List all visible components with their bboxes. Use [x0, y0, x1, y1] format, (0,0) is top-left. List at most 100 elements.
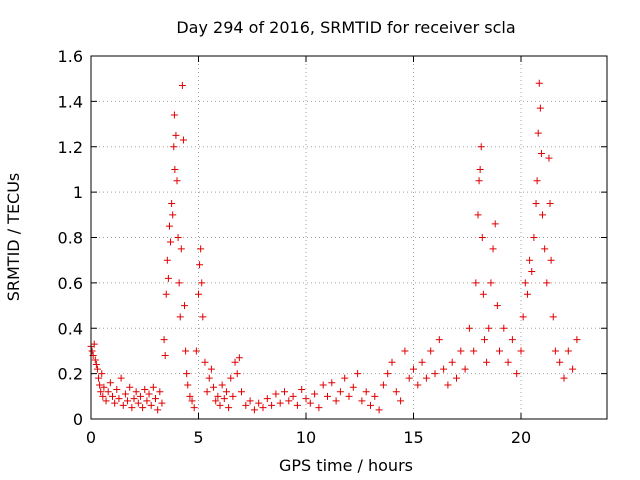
- x-tick-label: 15: [403, 428, 423, 447]
- data-point: [167, 238, 175, 246]
- label-layer: 0 0.2 0.4 0.6 0.8 1 1.2 1.4 1.6 0 5 10 15 20: [58, 47, 532, 447]
- data-point: [298, 386, 306, 394]
- points-layer: [87, 79, 581, 414]
- data-point: [440, 365, 448, 373]
- data-point: [535, 79, 543, 87]
- tick-layer: [90, 55, 607, 420]
- data-point: [496, 347, 503, 355]
- data-point: [170, 111, 178, 119]
- data-point: [147, 401, 155, 409]
- data-point: [315, 404, 323, 412]
- data-point: [93, 365, 101, 373]
- data-point: [479, 290, 487, 298]
- y-tick-label: 1.2: [58, 138, 83, 157]
- data-point: [158, 399, 166, 407]
- data-point: [401, 347, 409, 355]
- data-point: [272, 390, 280, 398]
- data-point: [175, 279, 183, 287]
- data-point: [141, 386, 149, 394]
- data-point: [139, 404, 147, 412]
- data-point: [546, 199, 554, 207]
- data-point: [504, 358, 512, 366]
- data-point: [358, 397, 366, 405]
- data-point: [220, 395, 228, 403]
- data-point: [229, 392, 237, 400]
- y-tick-label: 0.8: [58, 229, 83, 248]
- data-point: [332, 397, 340, 405]
- data-point: [100, 383, 108, 391]
- data-point: [199, 313, 207, 321]
- data-point: [530, 234, 538, 241]
- data-point: [195, 290, 202, 298]
- data-point: [205, 374, 213, 382]
- data-point: [119, 401, 127, 409]
- data-point: [470, 347, 478, 355]
- data-point: [533, 177, 541, 185]
- data-point: [149, 383, 157, 391]
- data-point: [517, 347, 525, 355]
- data-point: [235, 354, 243, 362]
- data-point: [124, 397, 132, 405]
- data-point: [392, 388, 400, 396]
- data-point: [88, 347, 96, 355]
- data-point: [92, 361, 100, 369]
- data-point: [130, 395, 138, 403]
- data-point: [319, 381, 327, 389]
- data-point: [281, 388, 288, 396]
- data-point: [196, 261, 204, 269]
- data-point: [106, 379, 114, 387]
- data-point: [289, 392, 297, 400]
- data-point: [537, 150, 545, 158]
- data-point: [186, 392, 194, 400]
- data-point: [184, 381, 192, 389]
- data-point: [410, 365, 417, 373]
- data-point: [134, 399, 142, 407]
- data-point: [302, 395, 310, 403]
- data-point: [164, 274, 172, 282]
- data-point: [263, 395, 271, 403]
- data-point: [169, 211, 177, 219]
- data-point: [126, 383, 134, 391]
- data-point: [491, 220, 499, 228]
- data-point: [268, 401, 276, 409]
- data-point: [493, 302, 501, 310]
- data-point: [160, 336, 168, 344]
- data-point: [128, 404, 136, 412]
- data-point: [336, 388, 344, 396]
- grid-layer: [91, 56, 607, 419]
- data-point: [117, 374, 125, 382]
- chart-title: Day 294 of 2016, SRMTID for receiver scl…: [176, 18, 515, 37]
- data-point: [197, 245, 205, 253]
- data-point: [551, 347, 559, 355]
- data-point: [143, 397, 151, 405]
- data-point: [521, 279, 529, 287]
- data-point: [285, 397, 293, 405]
- data-point: [95, 374, 103, 382]
- data-point: [448, 358, 456, 366]
- data-point: [536, 104, 544, 112]
- data-point: [487, 279, 495, 287]
- data-point: [203, 388, 211, 396]
- y-axis-title: SRMTID / TECUs: [4, 173, 23, 302]
- data-point: [371, 392, 379, 400]
- data-point: [177, 245, 185, 253]
- data-point: [556, 358, 564, 366]
- data-point: [99, 392, 107, 400]
- data-point: [405, 374, 413, 382]
- data-point: [102, 397, 110, 405]
- data-point: [461, 365, 469, 373]
- data-point: [242, 401, 250, 409]
- x-tick-label: 0: [86, 428, 96, 447]
- data-point: [98, 370, 106, 378]
- data-point: [379, 381, 387, 389]
- data-point: [216, 401, 224, 409]
- data-point: [543, 279, 551, 287]
- data-point: [465, 324, 473, 332]
- data-point: [163, 256, 171, 264]
- data-point: [90, 340, 98, 348]
- data-point: [165, 222, 173, 230]
- data-point: [201, 358, 209, 366]
- data-point: [472, 279, 480, 287]
- data-point: [564, 347, 572, 355]
- data-point: [528, 268, 536, 276]
